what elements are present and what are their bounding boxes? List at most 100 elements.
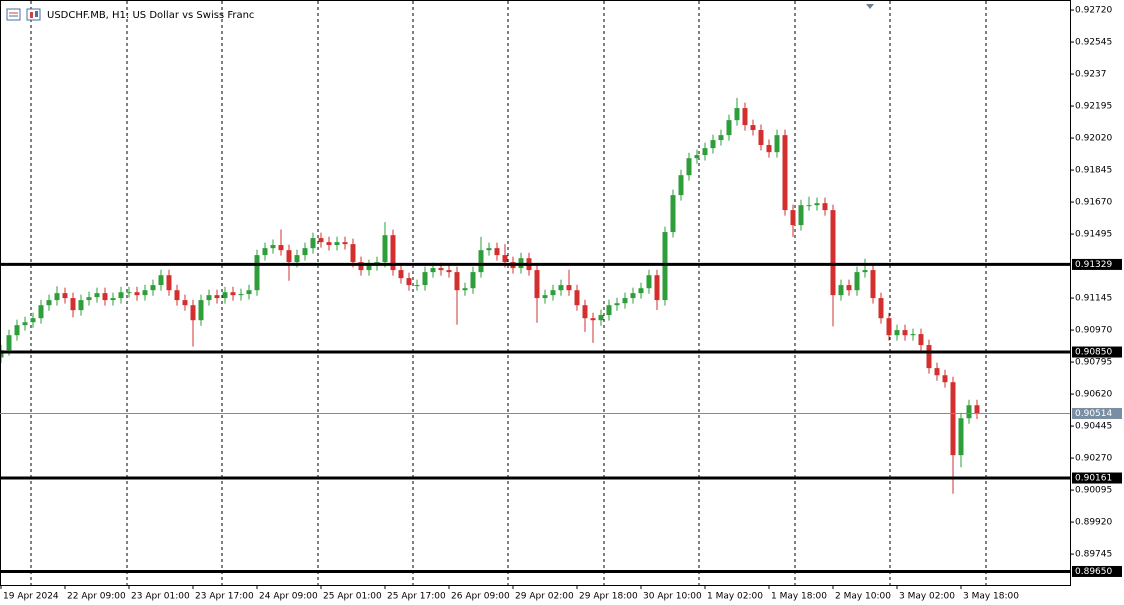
candle-body [830,210,836,296]
candle-body [486,248,492,251]
candle-body [478,250,484,273]
y-tick-label: 0.90620 [1075,390,1112,400]
level-label: 0.91329 [1075,260,1112,270]
candle-body [902,330,908,336]
x-tick-label: 23 Apr 01:00 [131,592,190,602]
candle-body [54,293,60,301]
candle-body [550,290,556,296]
candle-body [158,275,164,286]
x-tick-label: 23 Apr 17:00 [195,592,254,602]
x-tick-label: 24 Apr 09:00 [259,592,318,602]
y-tick-label: 0.91495 [1075,230,1112,240]
candle-body [230,292,236,296]
x-tick-label: 30 Apr 10:00 [643,592,702,602]
y-tick-label: 0.90795 [1075,358,1112,368]
candle-body [6,335,12,351]
candle-body [102,293,108,301]
icon [6,8,21,21]
x-tick-label: 25 Apr 17:00 [387,592,446,602]
candle-body [462,288,468,291]
plot [0,97,980,494]
candle-body [78,300,84,311]
x-tick-label: 3 May 02:00 [899,592,955,602]
level-label-box [1072,258,1122,270]
candle-body [22,322,28,326]
candle-body [238,294,244,296]
candle-body [302,248,308,256]
icon [35,11,38,17]
candle-body [406,278,412,286]
candle-body [430,268,436,273]
candle-body [174,290,180,301]
candle-body [894,330,900,336]
y-tick-label: 0.89745 [1075,550,1112,560]
candle-body [0,350,4,358]
candle-body [318,238,324,243]
candle-body [782,135,788,211]
candle-body [558,285,564,291]
day-separators [30,1,987,585]
candle-body [774,135,780,153]
y-tick-label: 0.90970 [1075,326,1112,336]
candle-body [206,295,212,301]
candle-body [814,203,820,206]
candle-body [958,418,964,456]
candle-body [854,272,860,291]
level-label-box [1072,346,1122,358]
candle-body [94,293,100,298]
candle-body [534,270,540,299]
x-tick-label: 22 Apr 09:00 [67,592,126,602]
shift-marker [866,4,874,9]
candle-body [606,305,612,316]
candle-body [334,242,340,246]
candle-body [630,293,636,299]
candle-body [422,272,428,286]
candle-body [886,318,892,336]
candle-body [574,290,580,306]
x-tick-label: 29 Apr 18:00 [579,592,638,602]
y-tick-label: 0.91670 [1075,198,1112,208]
candle-body [414,285,420,287]
candle-body [590,318,596,321]
candle-body [846,285,852,291]
y-tick-label: 0.91145 [1075,294,1112,304]
candle-body [582,305,588,319]
candle-body [542,295,548,299]
level-label: 0.90850 [1075,348,1112,358]
candle-body [750,125,756,131]
candle-body [366,265,372,271]
candle-body [502,255,508,263]
y-tick-label: 0.91845 [1075,166,1112,176]
candle-body [470,272,476,289]
candle-body [742,108,748,126]
candle-body [150,285,156,291]
icon [30,12,33,18]
candle-body [662,232,668,301]
candle-body [566,285,572,291]
y-tick-label: 0.92195 [1075,102,1112,112]
candle-body [694,155,700,159]
chart-title: USDCHF.MB, H1: US Dollar vs Swiss Franc [47,10,254,21]
candle-body [222,292,228,299]
candle-body [942,375,948,383]
candle-body [822,203,828,211]
candle-body [870,270,876,299]
x-tick-label: 1 May 02:00 [707,592,763,602]
x-tick-label: 1 May 18:00 [771,592,827,602]
candle-body [638,288,644,294]
x-tick-label: 19 Apr 2024 [3,592,59,602]
candle-body [182,300,188,306]
y-tick-label: 0.9237 [1075,70,1107,80]
candle-body [262,248,268,256]
candle-body [910,334,916,336]
candle-body [14,325,20,336]
candle-body [838,285,844,296]
candle-body [310,238,316,249]
candle-body [454,272,460,291]
candle-body [654,275,660,301]
icon [26,8,41,21]
candle-body [622,298,628,304]
candle-body [950,382,956,456]
